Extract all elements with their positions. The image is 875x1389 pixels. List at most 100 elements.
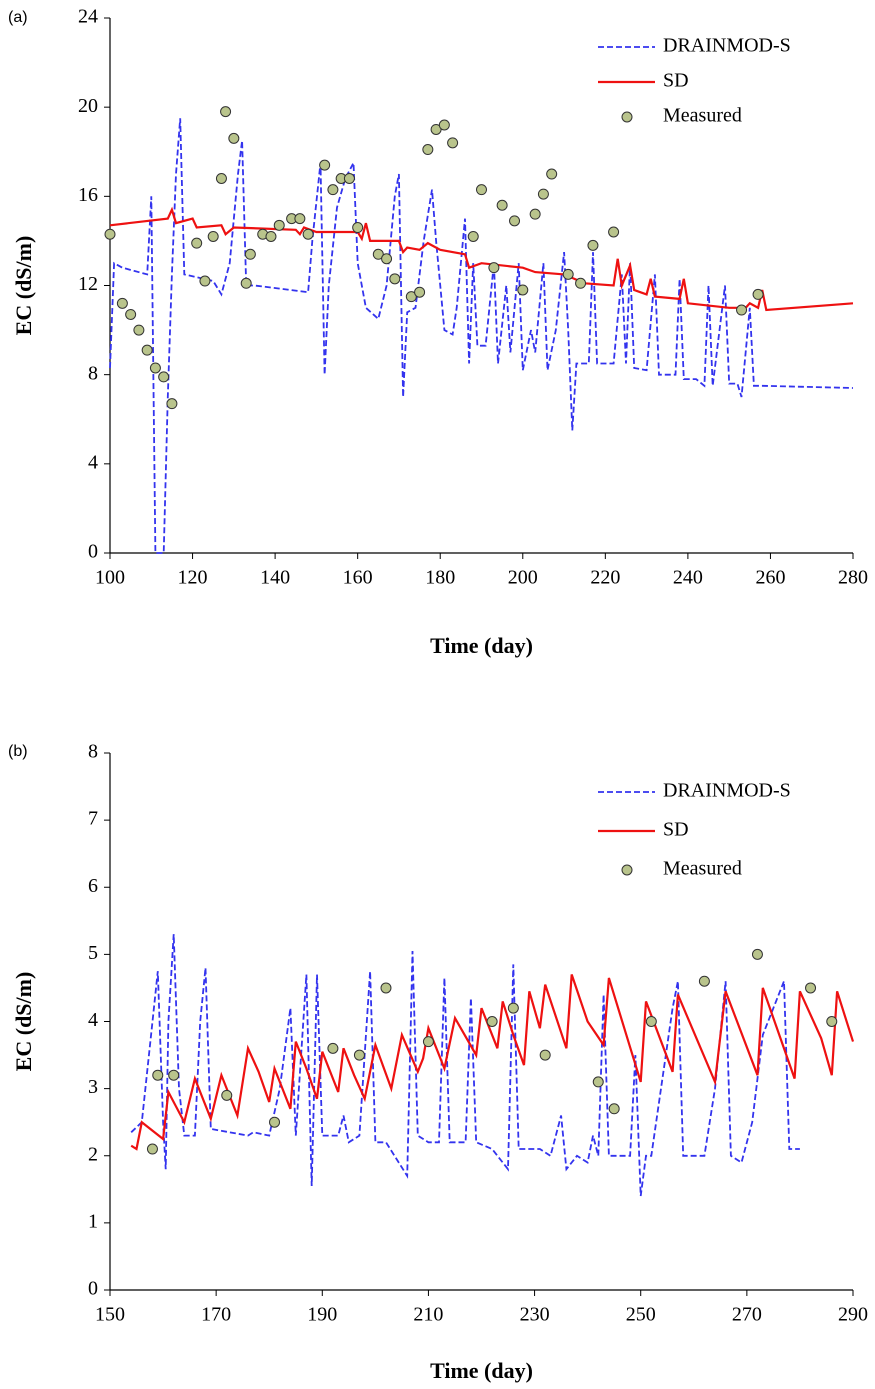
y-tick-label: 7 bbox=[88, 808, 98, 830]
series-line bbox=[109, 118, 854, 554]
data-point bbox=[166, 398, 178, 410]
x-tick-label: 180 bbox=[425, 567, 455, 589]
data-point bbox=[133, 324, 145, 336]
x-tick-label: 200 bbox=[508, 567, 538, 589]
legend-marker bbox=[621, 111, 633, 123]
data-point bbox=[539, 1049, 551, 1061]
x-tick-label: 140 bbox=[260, 567, 290, 589]
x-tick-label: 170 bbox=[201, 1304, 231, 1326]
data-point bbox=[152, 1069, 164, 1081]
data-point bbox=[736, 304, 748, 316]
data-point bbox=[158, 371, 170, 383]
y-tick-label: 0 bbox=[88, 541, 98, 563]
data-point bbox=[104, 228, 116, 240]
y-tick-label: 2 bbox=[88, 1143, 98, 1165]
data-point bbox=[546, 168, 558, 180]
data-point bbox=[228, 132, 240, 144]
data-point bbox=[199, 275, 211, 287]
data-point bbox=[751, 948, 763, 960]
data-point bbox=[343, 173, 355, 184]
x-tick-label: 260 bbox=[755, 567, 785, 589]
data-point bbox=[381, 253, 393, 265]
chart-panel: (b) Time (day) EC (dS/m) 0 1 2 3 4 5 6 7 8 150 170 190… bbox=[8, 741, 868, 1383]
legend-label: Measured bbox=[663, 105, 742, 127]
y-tick-label: 24 bbox=[78, 6, 98, 28]
series-line bbox=[109, 206, 854, 312]
data-point bbox=[826, 1016, 838, 1027]
data-point bbox=[575, 277, 587, 289]
data-point bbox=[220, 106, 232, 118]
data-point bbox=[265, 230, 277, 242]
data-point bbox=[698, 975, 710, 987]
data-point bbox=[149, 362, 161, 374]
data-point bbox=[141, 344, 153, 356]
y-tick-label: 16 bbox=[78, 184, 98, 206]
data-point bbox=[327, 184, 339, 196]
y-axis-label: EC (dS/m) bbox=[11, 972, 36, 1072]
data-point bbox=[116, 297, 128, 309]
y-tick-label: 0 bbox=[88, 1278, 98, 1300]
data-point bbox=[422, 144, 434, 156]
data-point bbox=[496, 199, 508, 211]
data-point bbox=[438, 119, 450, 131]
x-tick-label: 240 bbox=[673, 567, 703, 589]
data-point bbox=[467, 230, 479, 242]
data-point bbox=[146, 1143, 158, 1155]
y-tick-label: 5 bbox=[88, 942, 98, 964]
data-point bbox=[221, 1089, 233, 1101]
x-tick-label: 280 bbox=[838, 567, 868, 589]
data-point bbox=[805, 982, 817, 994]
data-point bbox=[168, 1069, 180, 1081]
data-point bbox=[405, 291, 417, 303]
x-tick-label: 230 bbox=[520, 1304, 550, 1326]
data-point bbox=[319, 159, 331, 171]
data-point bbox=[302, 228, 314, 240]
data-point bbox=[507, 1002, 519, 1014]
legend-label: SD bbox=[663, 819, 689, 841]
data-point bbox=[207, 230, 219, 242]
series-line bbox=[130, 934, 800, 1197]
data-point bbox=[294, 213, 306, 225]
data-point bbox=[562, 268, 574, 280]
x-tick-label: 120 bbox=[178, 567, 208, 589]
y-tick-label: 20 bbox=[78, 95, 98, 117]
data-point bbox=[430, 123, 442, 135]
data-point bbox=[414, 286, 426, 298]
data-point bbox=[486, 1016, 498, 1027]
y-tick-label: 3 bbox=[88, 1076, 98, 1098]
x-tick-label: 160 bbox=[343, 567, 373, 589]
x-tick-label: 100 bbox=[95, 567, 125, 589]
data-point bbox=[389, 273, 401, 285]
legend-label: SD bbox=[663, 70, 689, 92]
chart-panel: (a) Time (day) EC (dS/m) 0 4 8 12 16 20 24 100 120 1… bbox=[8, 6, 868, 658]
data-point bbox=[191, 237, 203, 249]
x-tick-label: 150 bbox=[95, 1304, 125, 1326]
data-point bbox=[353, 1049, 365, 1061]
y-tick-label: 1 bbox=[88, 1210, 98, 1232]
panel-label: (a) bbox=[8, 9, 28, 26]
y-tick-label: 12 bbox=[78, 273, 98, 295]
data-point bbox=[244, 248, 256, 260]
y-axis-label: EC (dS/m) bbox=[11, 236, 36, 336]
x-tick-label: 270 bbox=[732, 1304, 762, 1326]
data-point bbox=[269, 1116, 281, 1128]
x-axis-label: Time (day) bbox=[430, 1358, 533, 1383]
data-point bbox=[447, 137, 459, 149]
data-point bbox=[587, 239, 599, 251]
data-point bbox=[488, 262, 500, 274]
legend-label: DRAINMOD-S bbox=[663, 35, 791, 57]
y-tick-label: 4 bbox=[88, 451, 98, 473]
data-point bbox=[327, 1042, 339, 1054]
x-tick-label: 190 bbox=[307, 1304, 337, 1326]
data-point bbox=[380, 982, 392, 994]
data-point bbox=[517, 284, 529, 296]
y-tick-label: 4 bbox=[88, 1009, 98, 1031]
data-point bbox=[608, 1103, 620, 1115]
x-tick-label: 210 bbox=[413, 1304, 443, 1326]
y-tick-label: 6 bbox=[88, 875, 98, 897]
x-tick-label: 220 bbox=[590, 567, 620, 589]
data-point bbox=[372, 248, 384, 260]
data-point bbox=[240, 277, 252, 289]
data-point bbox=[422, 1036, 434, 1048]
